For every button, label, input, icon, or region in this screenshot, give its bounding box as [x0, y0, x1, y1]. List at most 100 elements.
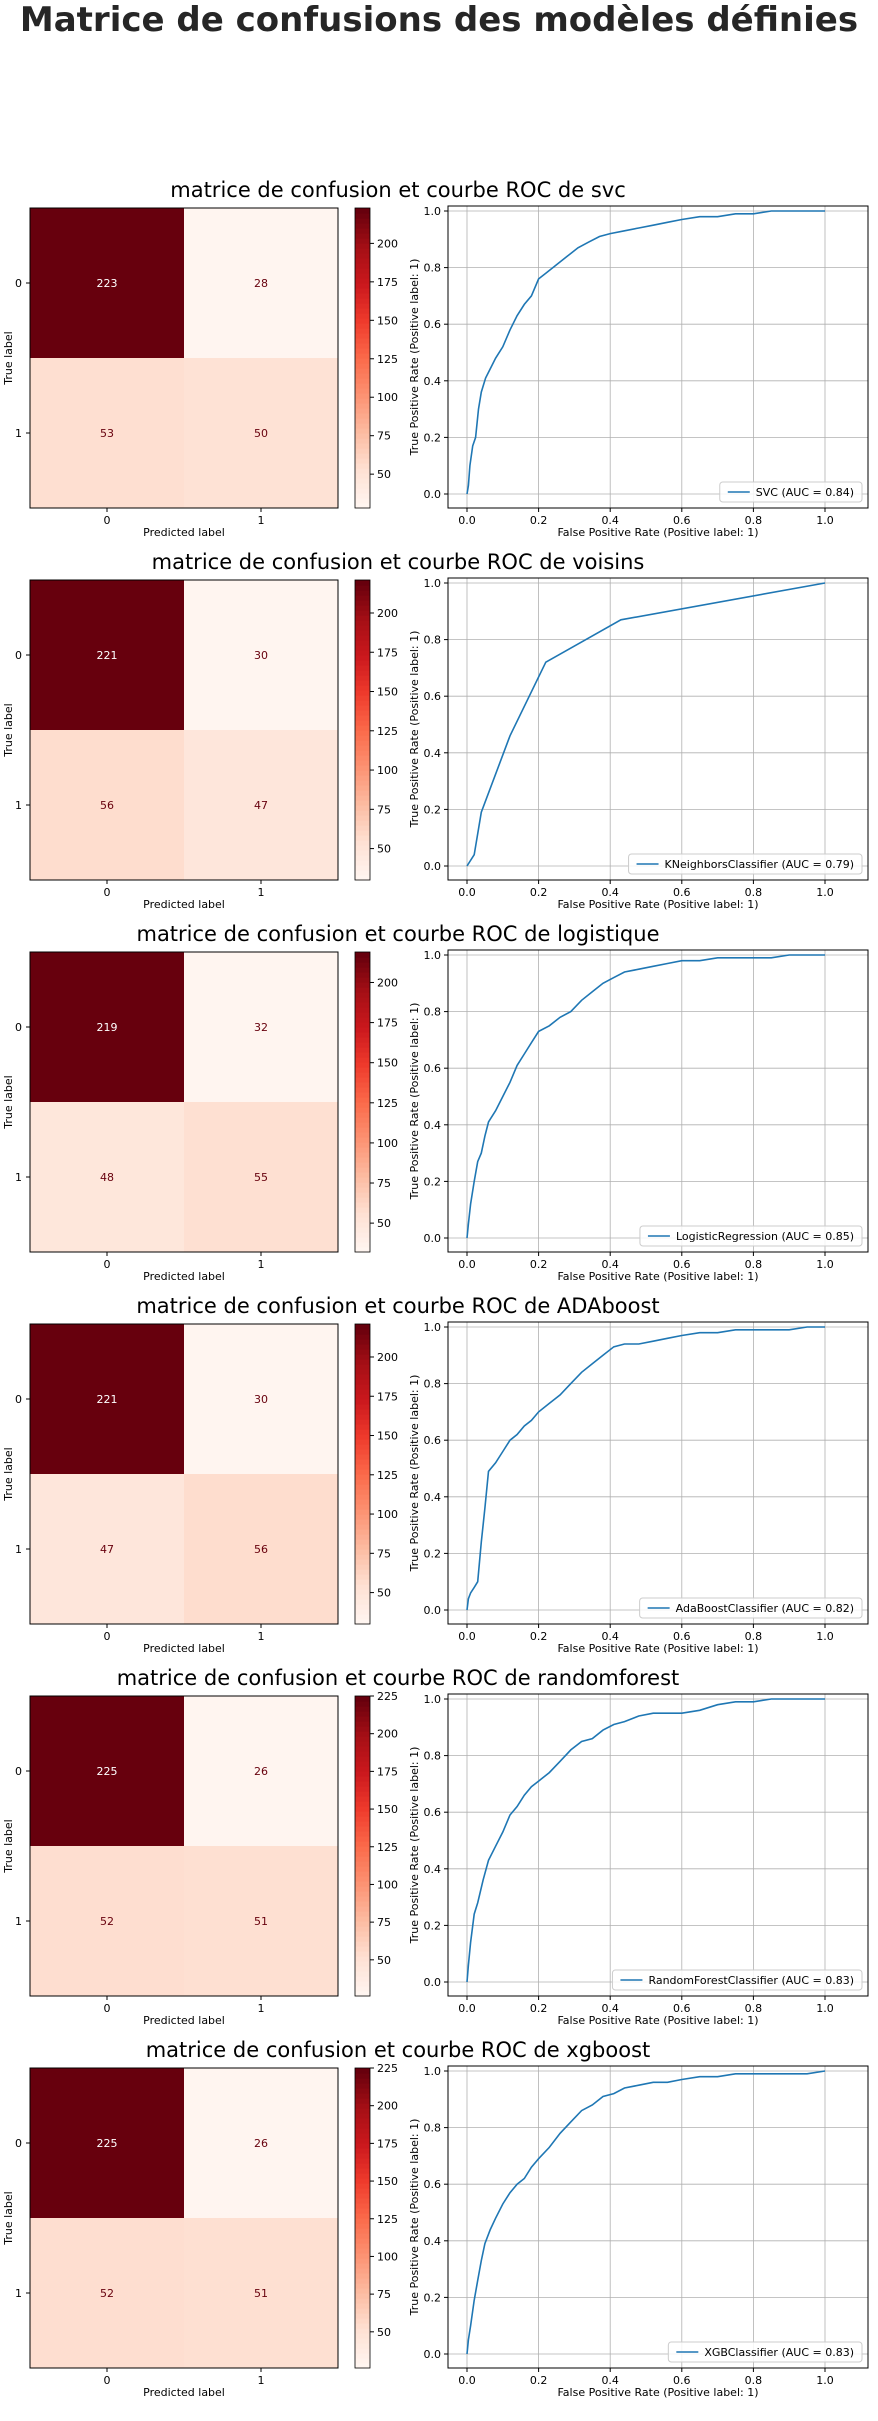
colorbar-segment	[355, 1329, 370, 1335]
colorbar-segment	[355, 343, 370, 349]
roc-legend-label: LogisticRegression (AUC = 0.85)	[676, 1230, 854, 1243]
colorbar-segment	[355, 2198, 370, 2204]
matrix-frame	[29, 579, 339, 881]
roc-y-tick-label: 1.0	[424, 577, 442, 590]
colorbar-segment	[355, 2278, 370, 2284]
colorbar-segment	[355, 2183, 370, 2189]
colorbar-segment	[355, 1022, 370, 1028]
colorbar-segment	[355, 2073, 370, 2079]
colorbar-segment	[355, 1212, 370, 1218]
matrix-cell	[30, 952, 184, 1102]
matrix-cell	[30, 580, 184, 730]
colorbar-segment	[355, 770, 370, 776]
colorbar-tick-label: 200	[377, 1728, 398, 1741]
y-tick-label: 1	[15, 1543, 22, 1556]
colorbar-segment	[355, 1514, 370, 1520]
colorbar-segment	[355, 1544, 370, 1550]
colorbar-segment	[355, 1569, 370, 1575]
chart-title: matrice de confusion et courbe ROC de sv…	[170, 178, 626, 202]
colorbar-segment	[355, 1861, 370, 1867]
colorbar-segment	[355, 1167, 370, 1173]
roc-y-tick-label: 0.8	[424, 1378, 442, 1391]
colorbar-segment	[355, 2303, 370, 2309]
colorbar-segment	[355, 1469, 370, 1475]
matrix-cell-value: 26	[254, 1765, 268, 1778]
colorbar-segment	[355, 248, 370, 254]
colorbar-segment	[355, 388, 370, 394]
colorbar-segment	[355, 2238, 370, 2244]
colorbar-segment	[355, 2298, 370, 2304]
roc-x-tick-label: 1.0	[816, 1258, 834, 1271]
colorbar-segment	[355, 288, 370, 294]
matrix-cell-value: 47	[254, 799, 268, 812]
colorbar-segment	[355, 2188, 370, 2194]
roc-x-tick-label: 0.4	[601, 1630, 619, 1643]
colorbar-segment	[355, 2243, 370, 2249]
roc-x-tick-label: 0.8	[745, 886, 763, 899]
colorbar-segment	[355, 1062, 370, 1068]
colorbar-segment	[355, 1494, 370, 1500]
colorbar-segment	[355, 2293, 370, 2299]
colorbar-segment	[355, 293, 370, 299]
matrix-cell	[184, 208, 338, 358]
matrix-cell	[184, 1474, 338, 1624]
colorbar-segment	[355, 393, 370, 399]
colorbar-segment	[355, 1087, 370, 1093]
colorbar-tick-label: 125	[377, 353, 398, 366]
matrix-frame	[29, 1323, 339, 1625]
colorbar-segment	[355, 418, 370, 424]
roc-legend-box	[639, 1597, 863, 1619]
roc-x-tick-label: 1.0	[816, 886, 834, 899]
colorbar-segment	[355, 1936, 370, 1942]
y-axis-label: True label	[2, 1447, 15, 1501]
colorbar-segment	[355, 870, 370, 876]
colorbar-segment	[355, 1971, 370, 1977]
colorbar-segment	[355, 2258, 370, 2264]
chart-row-0: matrice de confusion et courbe ROC de sv…	[2, 178, 869, 539]
roc-x-tick-label: 0.2	[530, 514, 548, 527]
colorbar-tick-label: 150	[377, 314, 398, 327]
colorbar-segment	[355, 1489, 370, 1495]
roc-y-tick-label: 0.4	[424, 1863, 442, 1876]
colorbar-segment	[355, 830, 370, 836]
colorbar-tick-label: 150	[377, 1803, 398, 1816]
roc-x-tick-label: 0.2	[530, 1630, 548, 1643]
roc-legend-label: SVC (AUC = 0.84)	[756, 486, 854, 499]
roc-x-tick-label: 0.0	[458, 1258, 476, 1271]
roc-y-tick-label: 0.6	[424, 1434, 442, 1447]
x-tick-label: 1	[258, 1630, 265, 1643]
colorbar-segment	[355, 1072, 370, 1078]
colorbar-segment	[355, 800, 370, 806]
roc-curve	[466, 954, 825, 1239]
colorbar-segment	[355, 2133, 370, 2139]
colorbar-segment	[355, 1344, 370, 1350]
colorbar-segment	[355, 585, 370, 591]
colorbar-segment	[355, 1107, 370, 1113]
roc-x-tick-label: 0.6	[673, 1630, 691, 1643]
colorbar-segment	[355, 2118, 370, 2124]
roc-curve	[466, 2070, 826, 2355]
colorbar-segment	[355, 1554, 370, 1560]
colorbar-frame	[354, 579, 371, 881]
x-tick-label: 1	[258, 1258, 265, 1271]
x-tick-label: 0	[104, 1258, 111, 1271]
colorbar-segment	[355, 1711, 370, 1717]
matrix-cell	[30, 730, 184, 880]
colorbar-segment	[355, 473, 370, 479]
chart-row-1: matrice de confusion et courbe ROC de vo…	[2, 550, 869, 911]
colorbar-segment	[355, 987, 370, 993]
colorbar-segment	[355, 660, 370, 666]
colorbar-segment	[355, 1896, 370, 1902]
roc-x-axis-label: False Positive Rate (Positive label: 1)	[557, 2014, 758, 2027]
matrix-cell-value: 221	[97, 649, 118, 662]
matrix-cell	[30, 2218, 184, 2368]
colorbar-segment	[355, 860, 370, 866]
roc-legend: KNeighborsClassifier (AUC = 0.79)	[628, 853, 863, 875]
colorbar-segment	[355, 1836, 370, 1842]
colorbar-segment	[355, 2253, 370, 2259]
roc-legend-label: RandomForestClassifier (AUC = 0.83)	[648, 1974, 854, 1987]
colorbar-tick-label: 75	[377, 2288, 391, 2301]
chart-title: matrice de confusion et courbe ROC de xg…	[146, 2038, 651, 2062]
colorbar-segment	[355, 972, 370, 978]
colorbar-segment	[355, 1464, 370, 1470]
